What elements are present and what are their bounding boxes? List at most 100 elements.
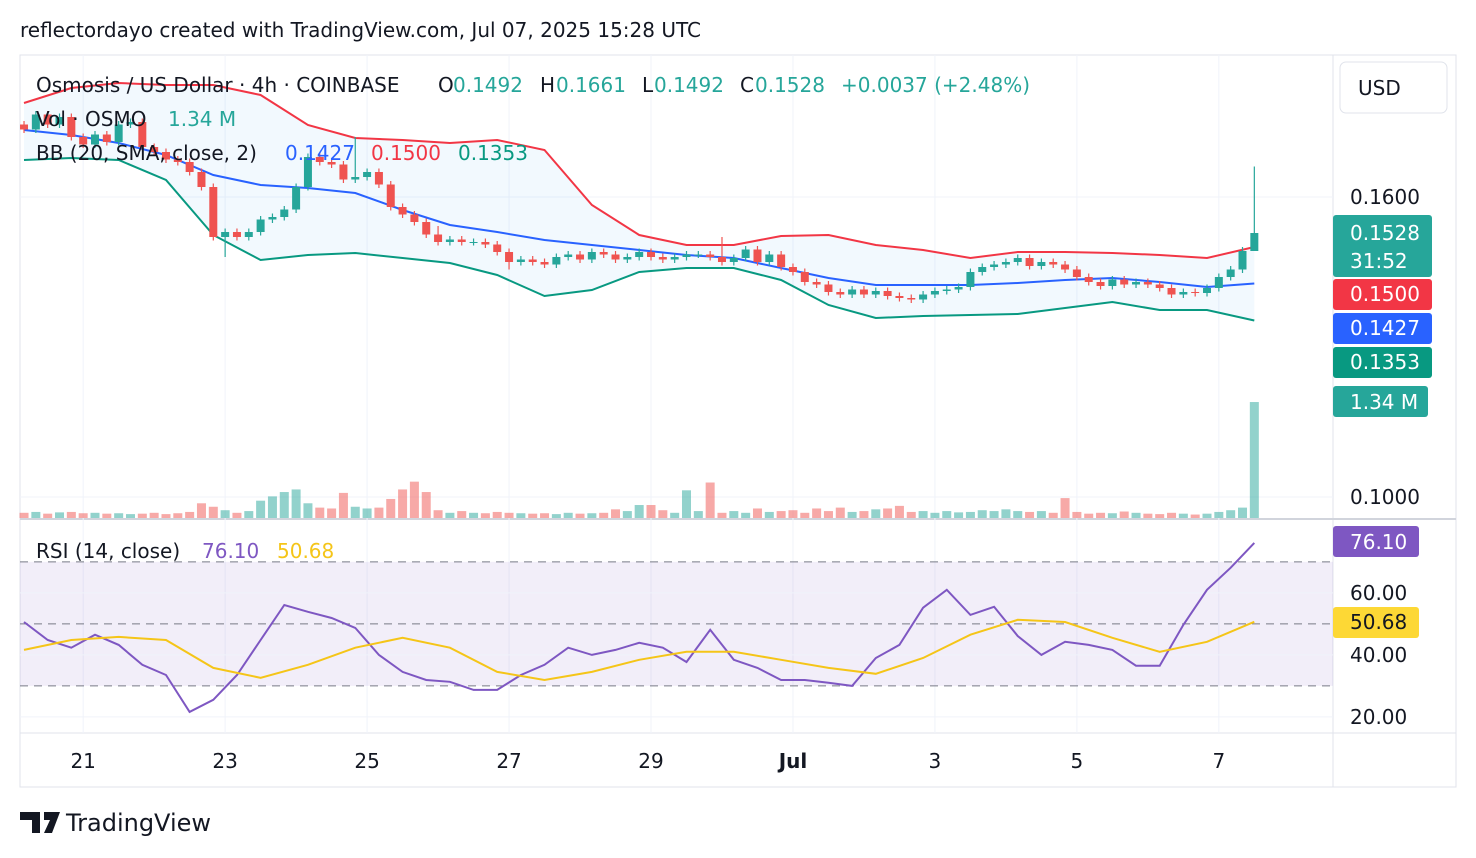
candle-body	[292, 187, 301, 210]
chart-frame	[19, 54, 1457, 788]
volume-bar	[528, 513, 538, 518]
volume-bar	[1178, 513, 1188, 518]
volume-bar	[220, 510, 230, 518]
volume-bar	[670, 512, 680, 518]
volume-bar	[78, 513, 88, 518]
volume-bar	[741, 512, 751, 518]
bb-lower-value: 0.1353	[458, 141, 528, 165]
bb-upper-badge-value: 0.1500	[1350, 282, 1420, 306]
volume-bar	[137, 513, 147, 518]
overlay: Osmosis / US Dollar · 4h · COINBASE O 0.…	[20, 61, 1448, 837]
candle-body	[1108, 279, 1117, 286]
volume-bar	[1084, 513, 1094, 518]
candle-body	[729, 258, 738, 262]
candle-body	[209, 187, 218, 237]
candle-body	[812, 282, 821, 285]
volume-bar	[1096, 512, 1106, 518]
rsi-line	[23, 618, 1255, 682]
candle-body	[55, 117, 64, 125]
volume-bar	[445, 512, 455, 518]
candle-body	[1120, 279, 1129, 285]
volume-bar	[291, 489, 301, 518]
candle-body	[788, 267, 797, 272]
candle-body	[303, 157, 312, 187]
volume-bar	[989, 511, 999, 518]
volume-bar	[66, 511, 76, 518]
bb-middle-badge-value: 0.1427	[1350, 316, 1420, 340]
volume-bar	[693, 511, 703, 518]
volume-bar	[1167, 512, 1177, 518]
currency-button[interactable]	[1339, 61, 1448, 114]
volume-bar	[764, 511, 774, 518]
candle-body	[493, 244, 502, 252]
volume-bar	[942, 511, 952, 518]
rsi-badge	[1333, 526, 1419, 557]
bb-upper-line	[23, 81, 1255, 260]
volume-bar	[421, 492, 431, 518]
volume-bar	[327, 508, 337, 518]
volume-bar	[114, 513, 124, 518]
volume-badge	[1333, 386, 1428, 417]
candle-body	[1203, 288, 1212, 293]
candle-body	[244, 232, 253, 237]
volume-bar	[1143, 513, 1153, 518]
bb-lower-line	[23, 156, 1255, 322]
rsi-ma-badge-value: 50.68	[1350, 610, 1407, 634]
logo	[20, 812, 60, 833]
candle-body	[1191, 292, 1200, 293]
candle-body	[339, 164, 348, 180]
currency[interactable]: USD	[1358, 76, 1401, 100]
legend-value: 0.1492	[453, 73, 523, 97]
volume-bar	[1202, 513, 1212, 518]
volume-bar	[776, 511, 786, 518]
candle-body	[363, 172, 372, 177]
rsi-ma-value: 50.68	[277, 539, 334, 563]
candle-body	[753, 249, 762, 262]
candle-body	[576, 254, 585, 260]
price-badge-value: 0.1528	[1350, 221, 1420, 245]
rsi-value: 76.10	[202, 539, 259, 563]
x-tick-label: 29	[638, 749, 663, 773]
volume-bar	[149, 512, 159, 518]
volume-bar	[1214, 511, 1224, 518]
volume-bar	[1048, 512, 1058, 518]
candle-body	[457, 239, 466, 242]
candle-body	[469, 242, 478, 243]
volume-bar	[315, 507, 325, 518]
candle-body	[717, 257, 726, 262]
volume-bar	[1001, 509, 1011, 518]
y-tick-label: 40.00	[1350, 643, 1407, 667]
x-tick-label: Jul	[777, 749, 808, 773]
x-tick-label: 3	[929, 749, 942, 773]
x-tick-label: 23	[212, 749, 237, 773]
candle-body	[434, 234, 443, 242]
candle-body	[185, 162, 194, 172]
candle-body	[1167, 288, 1176, 295]
candle-body	[481, 242, 490, 245]
legend-key: C	[740, 73, 754, 97]
candle-body	[268, 217, 277, 220]
volume-value: 1.34 M	[168, 107, 236, 131]
volume-bar	[433, 510, 443, 518]
volume-bar	[1013, 511, 1023, 518]
candle-body	[907, 298, 916, 300]
volume-bar	[1190, 514, 1200, 518]
volume-bar	[1107, 513, 1117, 518]
candle-body	[505, 252, 514, 262]
candle-body	[31, 114, 40, 130]
candle-body	[647, 252, 656, 257]
candle-body	[232, 232, 241, 237]
candle-body	[138, 122, 147, 147]
volume-bar	[977, 510, 987, 518]
volume-bar	[681, 490, 691, 518]
volume-bar	[492, 511, 502, 518]
rsi-ma-badge	[1333, 607, 1419, 638]
candle-body	[587, 252, 596, 260]
symbol-title: Osmosis / US Dollar · 4h · COINBASE	[36, 73, 400, 97]
x-tick-label: 21	[70, 749, 95, 773]
volume-bar	[279, 492, 289, 518]
candle-body	[978, 267, 987, 272]
candle-body	[635, 252, 644, 257]
bb-middle-badge	[1333, 313, 1432, 344]
legend-value: 0.1492	[654, 73, 724, 97]
